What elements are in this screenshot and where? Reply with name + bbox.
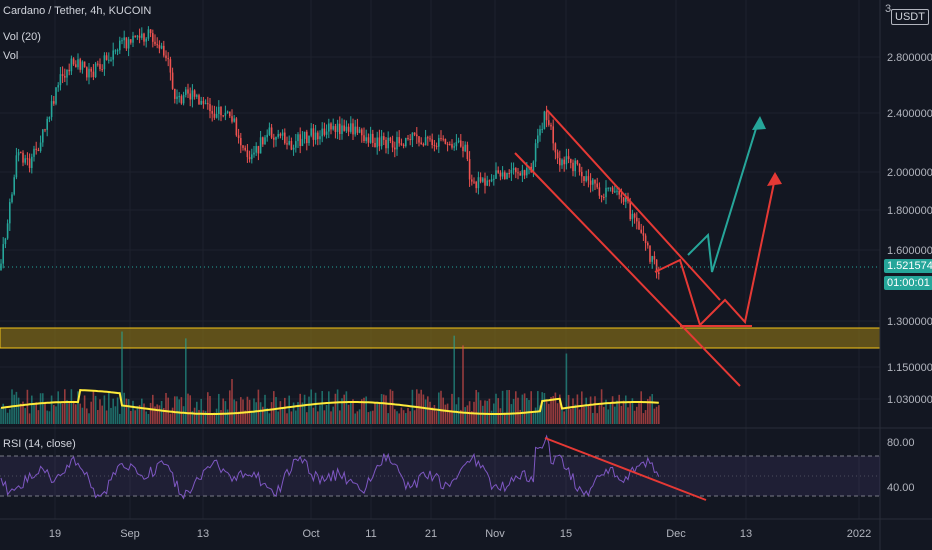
volume-label: Vol (3, 50, 19, 62)
symbol-title[interactable]: Cardano / Tether, 4h, KUCOIN (3, 5, 152, 17)
price-tick-label: 2.800000 (887, 52, 932, 64)
price-tick-label: 2.000000 (887, 167, 932, 179)
time-tick-label: 19 (49, 528, 61, 540)
candle-countdown: 01:00:01 (884, 276, 932, 290)
time-tick-label: Oct (302, 528, 319, 540)
time-tick-label: 15 (560, 528, 572, 540)
volume-indicator-label[interactable]: Vol (20) (3, 31, 41, 43)
time-axis[interactable]: 19 Sep 13 Oct 11 21 Nov 15 Dec 13 2022 (49, 528, 871, 540)
price-tick-label: 1.300000 (887, 316, 932, 328)
time-tick-label: 11 (365, 528, 376, 540)
price-axis[interactable]: 2.800000 2.400000 2.000000 1.800000 1.600000… (887, 52, 932, 494)
current-price-badge: 1.521574 (884, 259, 932, 273)
time-tick-label: 13 (197, 528, 209, 540)
time-tick-label: Dec (666, 528, 686, 540)
rsi-line (0, 434, 660, 500)
price-tick-label: 1.800000 (887, 205, 932, 217)
grid-lines (0, 0, 880, 519)
rsi-tick-label: 40.00 (887, 482, 915, 494)
time-tick-label: 21 (425, 528, 437, 540)
volume-ma-line (0, 389, 659, 415)
time-tick-label: 2022 (847, 528, 871, 540)
rsi-title[interactable]: RSI (14, close) (3, 438, 76, 450)
price-tick-label: 1.030000 (887, 394, 932, 406)
price-tick-label: 2.400000 (887, 108, 932, 120)
channel-upper-line[interactable] (546, 109, 721, 301)
time-tick-label: Sep (120, 528, 140, 540)
projection-bearish-path[interactable] (654, 177, 776, 327)
price-tick-label: 1.600000 (887, 245, 932, 257)
arrow-head-red (767, 172, 782, 186)
rsi-trendline[interactable] (544, 437, 707, 501)
time-tick-label: 13 (740, 528, 752, 540)
channel-lower-line[interactable] (514, 152, 741, 387)
price-candles (0, 26, 660, 280)
currency-badge[interactable]: USDT (891, 9, 929, 25)
price-tick-label: 1.150000 (887, 362, 932, 374)
projection-bullish-path[interactable] (687, 121, 759, 273)
time-tick-label: Nov (485, 528, 505, 540)
volume-bars (0, 331, 660, 424)
price-axis-top-label: 3. (885, 3, 895, 15)
rsi-tick-label: 80.00 (887, 437, 915, 449)
support-zone[interactable] (0, 327, 881, 349)
arrow-head-green (752, 116, 766, 130)
